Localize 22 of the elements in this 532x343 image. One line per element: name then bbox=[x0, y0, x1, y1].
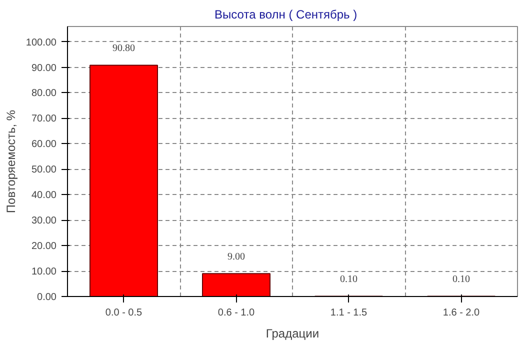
y-tick-label: 40.00 bbox=[31, 190, 57, 202]
y-tick-label: 60.00 bbox=[31, 139, 57, 150]
y-axis-title: Повторяемость, % bbox=[4, 110, 18, 214]
y-tick-label: 50.00 bbox=[31, 164, 57, 176]
x-tick-label: 1.1 - 1.5 bbox=[330, 308, 368, 318]
y-tick-label: 80.00 bbox=[31, 88, 57, 100]
chart-title: Высота волн ( Сентябрь ) bbox=[214, 8, 358, 22]
y-tick-label: 100.00 bbox=[26, 37, 57, 48]
x-tick-label: 0.6 - 1.0 bbox=[218, 308, 256, 318]
data-label: 0.10 bbox=[340, 274, 358, 286]
x-tick-label: 1.6 - 2.0 bbox=[442, 308, 480, 318]
x-axis-title: Градации bbox=[266, 326, 320, 340]
y-tick-label: 30.00 bbox=[31, 216, 57, 227]
y-tick-label: 0.00 bbox=[37, 292, 57, 303]
y-tick-label: 10.00 bbox=[31, 266, 57, 278]
y-tick-label: 90.00 bbox=[31, 62, 57, 74]
y-tick-label: 20.00 bbox=[31, 241, 57, 252]
data-label: 0.10 bbox=[452, 274, 470, 286]
data-label: 90.80 bbox=[112, 43, 135, 54]
y-tick-label: 70.00 bbox=[31, 114, 57, 125]
data-label: 9.00 bbox=[228, 252, 245, 263]
x-tick-label: 0.0 - 0.5 bbox=[105, 308, 143, 318]
